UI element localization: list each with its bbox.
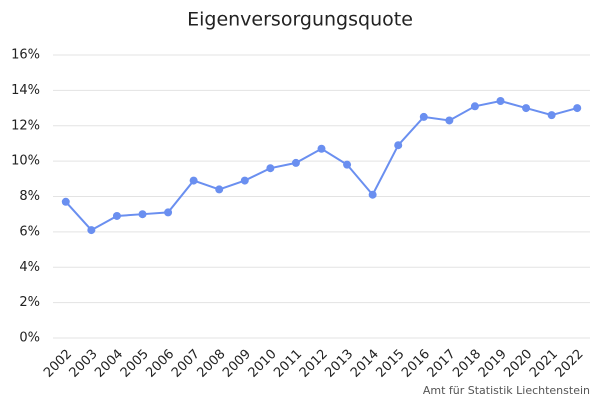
point (573, 104, 582, 113)
point (138, 210, 147, 219)
x-tick-label: 2006 (143, 347, 177, 381)
y-tick-label: 14% (11, 83, 40, 98)
x-tick-label: 2017 (425, 347, 459, 381)
x-tick-label: 2007 (169, 347, 203, 381)
x-tick-label: 2021 (527, 347, 561, 381)
point (112, 211, 121, 220)
x-tick-label: 2015 (374, 347, 408, 381)
point (496, 96, 505, 105)
point (87, 226, 96, 235)
x-tick-label: 2014 (348, 347, 382, 381)
y-tick-label: 6% (19, 224, 40, 239)
x-tick-label: 2010 (246, 347, 280, 381)
y-tick-label: 2% (19, 295, 40, 310)
y-tick-label: 12% (11, 118, 40, 133)
x-tick-label: 2013 (322, 347, 356, 381)
point (445, 116, 454, 125)
point (547, 111, 556, 120)
x-tick-label: 2003 (67, 347, 101, 381)
y-tick-label: 0% (19, 331, 40, 346)
point (215, 185, 224, 194)
point (189, 176, 198, 185)
point (317, 144, 326, 153)
point (368, 190, 377, 199)
y-tick-label: 8% (19, 189, 40, 204)
x-tick-label: 2011 (271, 347, 305, 381)
x-tick-label: 2020 (501, 347, 535, 381)
point (61, 197, 70, 206)
source: Amt für Statistik Liechtenstein (423, 384, 590, 397)
point (419, 112, 428, 121)
chart-title: Eigenversorgungsquote (187, 9, 413, 31)
point (343, 160, 352, 169)
x-tick-label: 2004 (92, 347, 126, 381)
point (470, 102, 479, 111)
y-tick-label: 10% (11, 154, 40, 169)
x-tick-label: 2005 (118, 347, 152, 381)
x-tick-label: 2018 (450, 347, 484, 381)
x-tick-label: 2012 (297, 347, 331, 381)
x-tick-label: 2022 (553, 347, 587, 381)
y-tick-label: 4% (19, 260, 40, 275)
x-tick-label: 2008 (195, 347, 229, 381)
x-tick-label: 2002 (41, 347, 75, 381)
x-tick-label: 2009 (220, 347, 254, 381)
point (266, 164, 275, 173)
point (291, 158, 300, 167)
x-tick-label: 2016 (399, 347, 433, 381)
y-tick-label: 16% (11, 48, 40, 63)
point (394, 141, 403, 150)
x-tick-label: 2019 (476, 347, 510, 381)
point (164, 208, 173, 217)
point (522, 104, 531, 113)
point (240, 176, 249, 185)
